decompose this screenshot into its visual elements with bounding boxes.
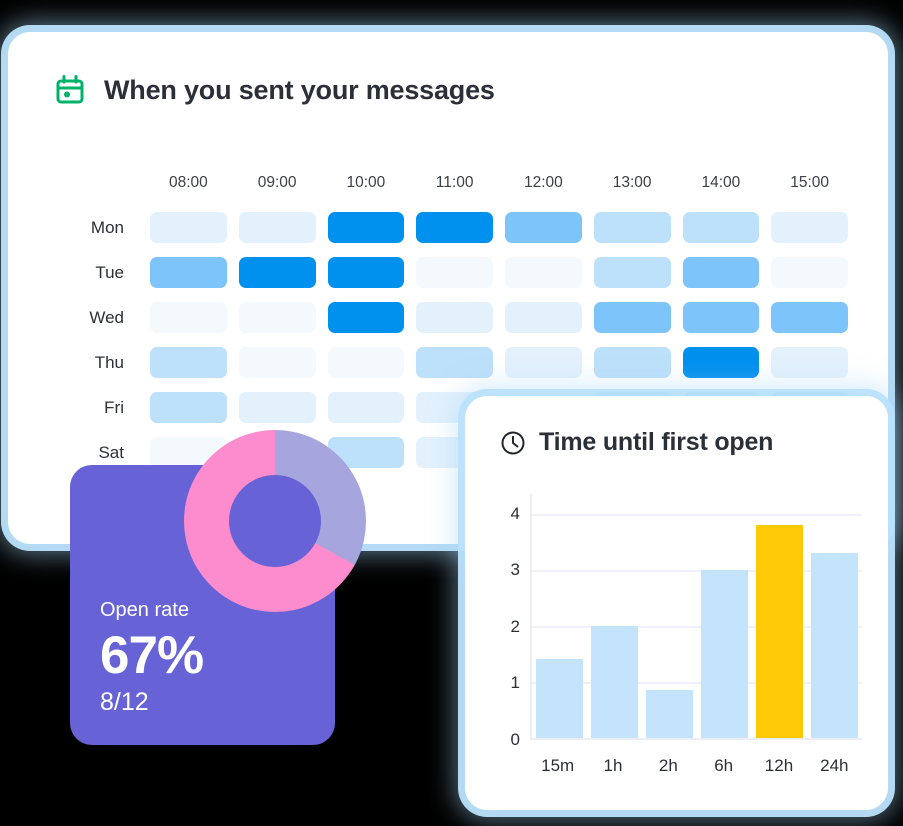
heatmap-cell[interactable] (327, 347, 405, 378)
heatmap-cell[interactable] (238, 212, 316, 243)
heatmap-cell[interactable] (505, 302, 582, 333)
heatmap-cell[interactable] (416, 212, 493, 243)
bars-container (532, 494, 862, 738)
heatmap-cell[interactable] (327, 302, 405, 333)
x-axis-labels: 15m 1h 2h 6h 12h 24h (530, 756, 862, 776)
calendar-icon (54, 74, 86, 106)
plot-area (530, 494, 862, 740)
open-rate-label: Open rate (100, 599, 189, 622)
y-axis: 0 1 2 3 4 (500, 494, 526, 749)
heatmap-cell[interactable] (505, 212, 582, 243)
heatmap-cell[interactable] (771, 302, 848, 333)
open-rate-fraction: 8/12 (100, 688, 149, 716)
y-axis-tick-label: 0 (510, 730, 520, 749)
bar-chart-plot: 0 1 2 3 4 15m 1h 2h 6h 12h 24h (500, 494, 862, 775)
heatmap-row-header: Thu (94, 352, 124, 372)
barchart-title: Time until first open (539, 428, 774, 456)
heatmap-column-header: 12:00 (523, 173, 563, 191)
x-axis-tick-label: 6h (714, 756, 734, 775)
heatmap-cell[interactable] (682, 347, 760, 378)
open-rate-card: Open rate 67% 8/12 (70, 430, 366, 745)
heatmap-cell[interactable] (327, 257, 405, 288)
bar[interactable] (700, 569, 749, 738)
heatmap-cell[interactable] (682, 212, 760, 243)
heatmap-card-header: When you sent your messages (8, 32, 888, 106)
y-axis-tick-label: 4 (510, 503, 520, 523)
heatmap-cell[interactable] (238, 302, 316, 333)
y-axis-tick-label: 2 (510, 616, 520, 636)
heatmap-cell[interactable] (682, 257, 760, 288)
y-axis-tick-label: 1 (510, 673, 520, 693)
x-axis-tick-label: 24h (820, 756, 849, 775)
x-axis-tick-label: 2h (658, 756, 678, 775)
gridline (532, 513, 862, 516)
open-rate-donut-chart (184, 430, 366, 612)
bar[interactable] (755, 524, 804, 738)
time-until-first-open-card: Time until first open 0 1 2 3 4 15m 1h 2h 6h 12h… (465, 396, 888, 810)
bar[interactable] (590, 625, 639, 738)
gridline (532, 569, 862, 572)
bar[interactable] (535, 659, 584, 738)
barchart-card-header: Time until first open (465, 396, 888, 457)
heatmap-cell[interactable] (238, 347, 316, 378)
heatmap-cell[interactable] (150, 392, 227, 423)
open-rate-value: 67% (100, 626, 204, 686)
bar-slot[interactable] (700, 494, 749, 738)
heatmap-cell[interactable] (505, 347, 582, 378)
heatmap-cell[interactable] (505, 257, 582, 288)
heatmap-row-header: Wed (89, 307, 124, 327)
heatmap-column-header: 10:00 (346, 173, 386, 191)
heatmap-cell[interactable] (416, 347, 493, 378)
heatmap-row-header: Fri (104, 397, 124, 417)
heatmap-cell[interactable] (327, 392, 405, 423)
heatmap-cell[interactable] (771, 347, 848, 378)
heatmap-column-header: 15:00 (790, 173, 830, 191)
heatmap-title: When you sent your messages (104, 74, 495, 105)
bar-slot[interactable] (645, 494, 694, 738)
bar[interactable] (810, 552, 859, 738)
x-axis-tick-label: 1h (603, 756, 623, 775)
bar-slot[interactable] (755, 494, 804, 738)
gridline (532, 681, 862, 684)
heatmap-cell[interactable] (771, 212, 848, 243)
bar[interactable] (645, 690, 694, 738)
heatmap-column-header: 09:00 (257, 173, 297, 191)
heatmap-corner (54, 160, 138, 205)
heatmap-column-header: 08:00 (168, 173, 208, 191)
heatmap-cell[interactable] (682, 302, 760, 333)
bar-slot[interactable] (590, 494, 639, 738)
heatmap-cell[interactable] (416, 302, 493, 333)
open-rate-text-block: Open rate 67% 8/12 (100, 599, 204, 717)
heatmap-row-header: Sat (98, 442, 124, 462)
heatmap-cell[interactable] (593, 347, 671, 378)
heatmap-cell[interactable] (150, 212, 227, 243)
clock-icon (500, 430, 526, 456)
donut-hole (229, 475, 321, 567)
heatmap-cell[interactable] (238, 257, 316, 288)
heatmap-cell[interactable] (150, 347, 227, 378)
heatmap-cell[interactable] (593, 257, 671, 288)
x-axis-tick-label: 15m (541, 756, 575, 775)
y-axis-tick-label: 3 (510, 560, 520, 580)
heatmap-cell[interactable] (771, 257, 848, 288)
bar-slot[interactable] (535, 494, 584, 738)
heatmap-cell[interactable] (150, 257, 227, 288)
heatmap-column-header: 14:00 (701, 173, 741, 191)
bar-slot[interactable] (810, 494, 859, 738)
heatmap-row-header: Mon (90, 217, 124, 237)
heatmap-cell[interactable] (593, 212, 671, 243)
gridline (532, 625, 862, 628)
heatmap-row-header: Tue (95, 262, 124, 282)
heatmap-cell[interactable] (593, 302, 671, 333)
heatmap-cell[interactable] (416, 257, 493, 288)
heatmap-column-header: 13:00 (612, 173, 652, 191)
heatmap-cell[interactable] (238, 392, 316, 423)
heatmap-cell[interactable] (150, 302, 227, 333)
heatmap-column-header: 11:00 (435, 173, 474, 191)
x-axis-tick-label: 12h (764, 756, 794, 775)
heatmap-cell[interactable] (327, 212, 405, 243)
